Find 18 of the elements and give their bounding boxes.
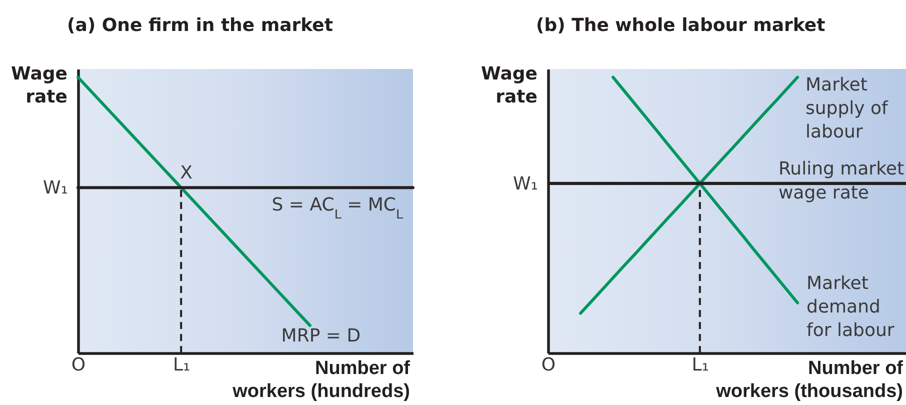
series-label: S = AC$_{L}$ = MC$_{L}$ — [272, 194, 403, 222]
y-axis-title: Wage rate — [11, 64, 68, 108]
chart-title: (a) One firm in the market — [67, 15, 334, 36]
x-axis-title: Number of workers (hundreds) — [232, 358, 411, 402]
series-label: MRP = D — [281, 325, 361, 346]
chart-title: (b) The whole labour market — [536, 15, 826, 36]
x-tick-label: O — [541, 354, 556, 376]
x-axis-title: Number of workers (thousands) — [715, 358, 904, 402]
text: W₁ — [512, 173, 538, 194]
x-tick-label: O — [71, 354, 86, 376]
series-label: Market demand for labour — [806, 272, 895, 341]
x-tick-label: L₁ — [172, 354, 190, 376]
x-tick-label: L₁ — [692, 354, 710, 376]
text: W₁ — [42, 178, 68, 199]
ref-line-label: Ruling market wage rate — [778, 158, 904, 204]
y-axis-title: Wage rate — [481, 64, 538, 108]
annotation: X — [180, 162, 192, 184]
series-label: Market supply of labour — [806, 74, 889, 142]
